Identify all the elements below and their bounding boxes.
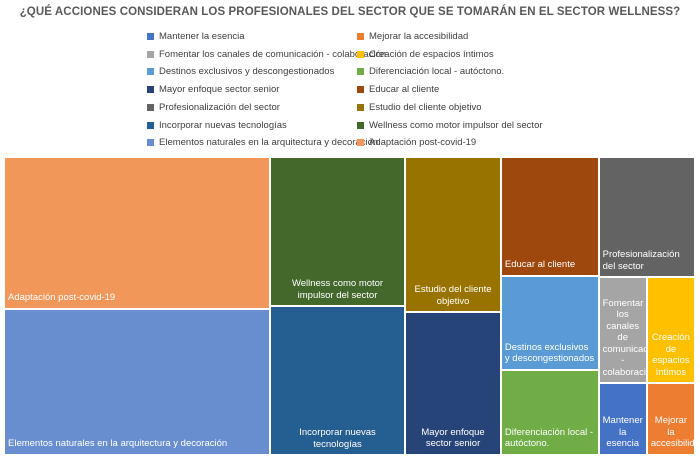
treemap-tile-label: Mejorar la accesibilidad bbox=[650, 415, 695, 450]
legend-swatch bbox=[147, 121, 154, 129]
treemap-tile-fomentar-los-canales-de-comunicacion-colaboracion: Fomentar los canales de comunicación - c… bbox=[598, 277, 647, 384]
legend-swatch bbox=[147, 68, 154, 76]
legend-swatch bbox=[147, 139, 154, 147]
legend-label: Diferenciación local - autóctono. bbox=[369, 66, 505, 78]
legend-swatch bbox=[357, 121, 364, 129]
treemap-tile-incorporar-nuevas-tecnologias: Incorporar nuevas tecnologías bbox=[269, 306, 406, 455]
treemap-tile-label: Adaptación post-covid-19 bbox=[8, 292, 116, 304]
chart-legend: Mantener la esencia Mejorar la accesibili… bbox=[0, 0, 700, 150]
treemap-tile-label: Elementos naturales en la arquitectura y… bbox=[8, 438, 228, 450]
legend-swatch bbox=[357, 33, 364, 40]
treemap-tile-estudio-del-cliente-objetivo: Estudio del cliente objetivo bbox=[405, 157, 501, 313]
treemap-tile-educar-al-cliente: Educar al cliente bbox=[500, 157, 599, 276]
legend-label: Mayor enfoque sector senior bbox=[159, 84, 280, 96]
legend-label: Incorporar nuevas tecnologías bbox=[159, 119, 287, 131]
legend-label: Fomentar los canales de comunicación - c… bbox=[159, 48, 387, 60]
treemap-tile-label: Mayor enfoque sector senior bbox=[421, 426, 485, 450]
legend-swatch bbox=[147, 86, 154, 94]
legend-swatch bbox=[357, 50, 364, 58]
legend-label: Mejorar la accesibilidad bbox=[369, 31, 469, 42]
legend-swatch bbox=[357, 139, 364, 147]
treemap-tile-mantener-la-esencia: Mantener la esencia bbox=[598, 383, 647, 455]
treemap-tile-label: Wellness como motor impulsor del sector bbox=[291, 278, 384, 301]
legend-label: Estudio del cliente objetivo bbox=[369, 101, 482, 113]
treemap-tile-label: Educar al cliente bbox=[504, 259, 576, 271]
legend-swatch bbox=[147, 50, 154, 58]
legend-swatch bbox=[357, 68, 364, 76]
treemap-tile-label: Creación de espacios íntimos bbox=[651, 332, 690, 378]
legend-label: Destinos exclusivos y descongestionados bbox=[159, 66, 335, 78]
treemap-tile-profesionalizacion-del-sector: Profesionalización del sector bbox=[598, 157, 695, 278]
legend-swatch bbox=[357, 86, 364, 94]
treemap-tile-adaptacion-post-covid-19: Adaptación post-covid-19 bbox=[4, 157, 270, 309]
treemap-tile-label: Incorporar nuevas tecnologías bbox=[299, 427, 376, 450]
treemap-tile-diferenciacion-local-autoctono: Diferenciación local - autóctono. bbox=[500, 369, 599, 455]
treemap-tile-elementos-naturales-en-la-arquitectura-y-decoracion: Elementos naturales en la arquitectura y… bbox=[4, 308, 270, 455]
legend-swatch bbox=[147, 33, 154, 40]
treemap-tile-mejorar-la-accesibilidad: Mejorar la accesibilidad bbox=[646, 383, 695, 455]
legend-label: Mantener la esencia bbox=[159, 31, 245, 42]
treemap-tile-label: Destinos exclusivos y descongestionados bbox=[504, 341, 595, 365]
treemap-tile-wellness-como-motor-impulsor-del-sector: Wellness como motor impulsor del sector bbox=[269, 157, 406, 306]
legend-swatch bbox=[357, 103, 364, 111]
treemap-tile-creacion-de-espacios-intimos: Creación de espacios íntimos bbox=[646, 277, 695, 384]
legend-label: Wellness como motor impulsor del sector bbox=[369, 119, 543, 131]
legend-label: Profesionalización del sector bbox=[159, 101, 280, 113]
legend-label: Educar al cliente bbox=[369, 84, 440, 96]
treemap-tile-destinos-exclusivos-y-descongestionados: Destinos exclusivos y descongestionados bbox=[500, 275, 599, 370]
treemap-tile-mayor-enfoque-sector-senior: Mayor enfoque sector senior bbox=[405, 312, 501, 455]
treemap-tile-label: Profesionalización del sector bbox=[602, 249, 680, 272]
treemap-tile-label: Diferenciación local - autóctono. bbox=[504, 426, 594, 450]
legend-label: Adaptación post-covid-19 bbox=[369, 137, 477, 149]
treemap-tile-label: Estudio del cliente objetivo bbox=[414, 284, 492, 307]
treemap-tile-label: Mantener la esencia bbox=[602, 415, 643, 450]
chart-title: ¿QUÉ ACCIONES CONSIDERAN LOS PROFESIONAL… bbox=[19, 6, 681, 18]
legend-label: Elementos naturales en la arquitectura y… bbox=[159, 137, 379, 149]
treemap-tile-label: Fomentar los canales de comunicación - c… bbox=[602, 297, 647, 378]
legend-swatch bbox=[147, 103, 154, 111]
legend-label: Creación de espacios íntimos bbox=[369, 48, 494, 60]
